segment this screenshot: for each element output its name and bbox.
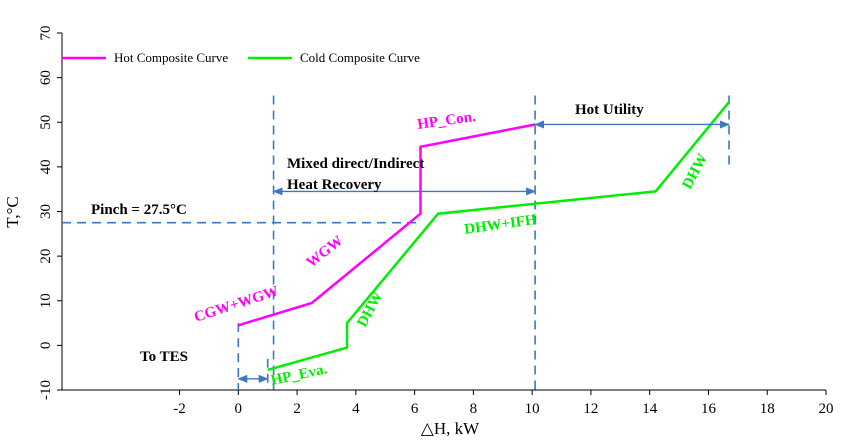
hot-composite-curve [237, 123, 536, 327]
cold-composite-curve [267, 101, 730, 372]
x-tick-label: 8 [470, 401, 478, 417]
hp-eva-label: HP_Eva. [270, 361, 329, 389]
cgw-wgw-label: CGW+WGW [192, 283, 280, 325]
y-tick-label: 0 [38, 342, 54, 350]
x-tick-label: 16 [701, 401, 717, 417]
x-tick-label: 4 [352, 401, 360, 417]
y-tick-label: 70 [38, 26, 54, 41]
axes-group: -10 0 10 20 30 40 50 60 70 -2 0 2 4 6 8 10 12 14 16 18 20 [38, 26, 834, 418]
legend-label-cold: Cold Composite Curve [300, 50, 420, 65]
y-axis-title: T,°C [3, 196, 22, 228]
wgw-label: WGW [304, 233, 347, 271]
pinch-label: Pinch = 27.5°C [91, 202, 187, 218]
y-tick-label: 50 [38, 115, 54, 130]
x-tick-label: 12 [583, 401, 598, 417]
y-tick-label: -10 [38, 380, 54, 400]
x-tick-label: 14 [642, 401, 658, 417]
y-tick-label: 10 [38, 293, 54, 308]
hot-utility-label: Hot Utility [575, 102, 644, 118]
y-tick-label: 40 [38, 159, 54, 174]
reference-lines [62, 95, 730, 390]
x-tick-label: 10 [525, 401, 540, 417]
x-tick-label: 2 [293, 401, 301, 417]
y-tick-label: 60 [38, 70, 54, 85]
series-group [237, 101, 730, 372]
mixed-recovery-label-2: Heat Recovery [287, 177, 382, 193]
x-tick-label: 18 [760, 401, 775, 417]
y-tick-label: 20 [38, 249, 54, 264]
dhw-ifh-label: DHW+IFH [463, 212, 538, 238]
mixed-recovery-label-1: Mixed direct/Indirect [287, 156, 424, 172]
arrows-group [237, 120, 731, 383]
to-tes-label: To TES [140, 349, 188, 365]
x-axis-title: △H, kW [421, 419, 480, 438]
legend: Hot Composite Curve Cold Composite Curve [62, 50, 420, 65]
x-tick-label: 20 [819, 401, 834, 417]
legend-label-hot: Hot Composite Curve [114, 50, 228, 65]
x-tick-label: 0 [235, 401, 243, 417]
y-tick-label: 30 [38, 204, 54, 219]
hp-con-label: HP_Con. [416, 109, 477, 133]
x-tick-label: -2 [173, 401, 186, 417]
x-tick-label: 6 [411, 401, 419, 417]
